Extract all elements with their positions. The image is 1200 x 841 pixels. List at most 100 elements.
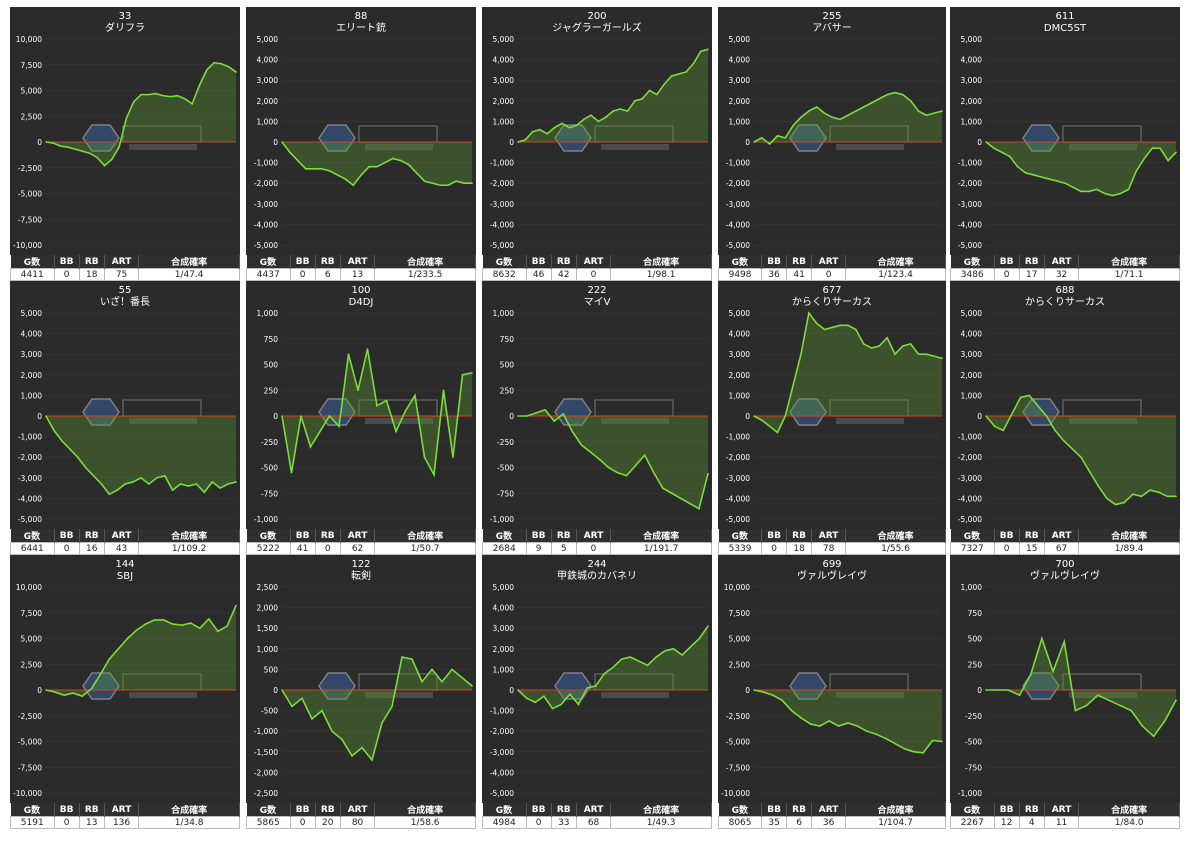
y-tick-label: 1,000 [493, 117, 515, 126]
chart-subtitle: SBJ [117, 571, 133, 582]
data-point [411, 658, 413, 660]
data-point [993, 425, 996, 428]
y-tick-label: 5,000 [961, 309, 983, 318]
stats-header-cell: BB [761, 255, 788, 269]
stats-header-cell: G数 [950, 803, 995, 817]
chart-title: 677 [822, 285, 841, 296]
y-tick-label: -2,500 [18, 712, 42, 721]
data-point [90, 688, 93, 690]
data-point [903, 747, 906, 750]
y-tick-label: -5,000 [726, 241, 750, 250]
data-point [331, 730, 333, 732]
data-point [875, 733, 877, 736]
y-tick-label: 3,000 [961, 76, 983, 85]
data-point [862, 343, 865, 345]
stats-header-cell: 合成確率 [610, 529, 712, 543]
stats-header-cell: RB [1019, 803, 1045, 817]
data-point [311, 718, 313, 720]
data-point [823, 112, 826, 114]
y-tick-label: 7,500 [729, 609, 751, 618]
y-tick-label: -1,000 [958, 159, 982, 168]
stats-header-cell: RB [1019, 255, 1045, 269]
stats-header-cell: RB [79, 529, 105, 543]
y-tick-label: 3,000 [493, 624, 515, 633]
y-tick-label: -5,000 [18, 515, 42, 524]
machine-panel: 200 ジャグラーガールズ 5,000 4,000 3,000 2,000 1,000 0 -1… [482, 7, 712, 281]
stats-header-cell: G数 [718, 529, 763, 543]
data-point [941, 110, 943, 112]
data-point [1002, 429, 1005, 432]
stats-header-cell: RB [315, 803, 341, 817]
data-point [68, 448, 71, 450]
data-point [616, 471, 619, 474]
data-point [1159, 147, 1161, 149]
data-point [1028, 394, 1030, 397]
machine-panel: 88 エリート銃 5,000 4,000 3,000 2,000 1,000 0 -1,000 -… [246, 7, 476, 281]
data-point [577, 703, 580, 706]
stats-header-cell: BB [526, 529, 552, 543]
y-tick-label: 10,000 [16, 35, 42, 44]
stats-header-cell: RB [786, 255, 813, 269]
y-tick-label: 5,000 [21, 635, 43, 644]
y-tick-label: -1,000 [18, 433, 42, 442]
stats-value-cell: 0 [811, 268, 847, 281]
data-point [808, 312, 810, 314]
y-tick-label: -1,000 [490, 159, 514, 168]
chart-title: 611 [1055, 11, 1074, 22]
data-point [655, 656, 657, 658]
stats-header-cell: G数 [246, 529, 291, 543]
data-point [381, 722, 383, 724]
stats-value-cell: 16 [78, 542, 105, 555]
data-point [1019, 396, 1022, 399]
data-point [941, 357, 943, 360]
data-point [925, 114, 928, 117]
data-point [59, 145, 62, 147]
data-point [792, 124, 794, 127]
data-point [886, 336, 888, 339]
data-point [217, 630, 219, 633]
watermark-logo [82, 672, 202, 700]
data-point [561, 122, 563, 125]
data-point [1008, 155, 1011, 158]
data-point [423, 180, 426, 182]
stats-value-cell: 62 [339, 542, 376, 555]
stats-table: G数 BB RB ART 合成確率 7327 0 15 67 1/89.4 [950, 529, 1180, 555]
machine-panel: 222 マイV 1,000 750 500 250 0 -250 -500 -750 -1,000 G… [482, 281, 712, 555]
data-point [1037, 404, 1039, 407]
area-fill [754, 690, 942, 753]
stats-header-cell: RB [315, 255, 341, 269]
watermark-logo [1022, 124, 1142, 152]
data-point [281, 415, 283, 417]
data-point [54, 691, 56, 693]
data-point [855, 110, 857, 112]
stats-header-cell: G数 [482, 529, 527, 543]
y-tick-label: -2,000 [490, 727, 514, 736]
stats-value-cell: 15 [1018, 542, 1045, 555]
stats-header-cell: 合成確率 [374, 255, 476, 269]
data-point [162, 94, 164, 97]
y-tick-label: 1,000 [961, 583, 983, 592]
watermark-logo [1022, 398, 1142, 426]
y-tick-label: -1,000 [254, 515, 278, 524]
stats-header-cell: ART [1044, 803, 1080, 817]
data-point [604, 116, 607, 119]
y-tick-label: 3,000 [729, 76, 751, 85]
stats-value-cell: 67 [1043, 542, 1080, 555]
y-tick-label: 4,000 [729, 330, 751, 339]
data-point [909, 100, 912, 102]
data-point [646, 664, 649, 667]
data-point [52, 142, 55, 144]
data-point [1096, 694, 1099, 696]
y-tick-label: -3,000 [958, 474, 982, 483]
machine-panel: 122 転剣 2,500 2,000 1,500 1,000 500 0 -500 -1,000 -… [246, 555, 476, 829]
data-point [524, 139, 527, 141]
stats-header-cell: BB [761, 803, 788, 817]
data-point [634, 464, 637, 467]
machine-panel: 677 からくりサーカス 5,000 4,000 3,000 2,000 1,000 0 -1,… [717, 281, 946, 555]
chart-subtitle: 甲鉄城のカバネリ [557, 569, 637, 582]
data-point [894, 91, 896, 94]
